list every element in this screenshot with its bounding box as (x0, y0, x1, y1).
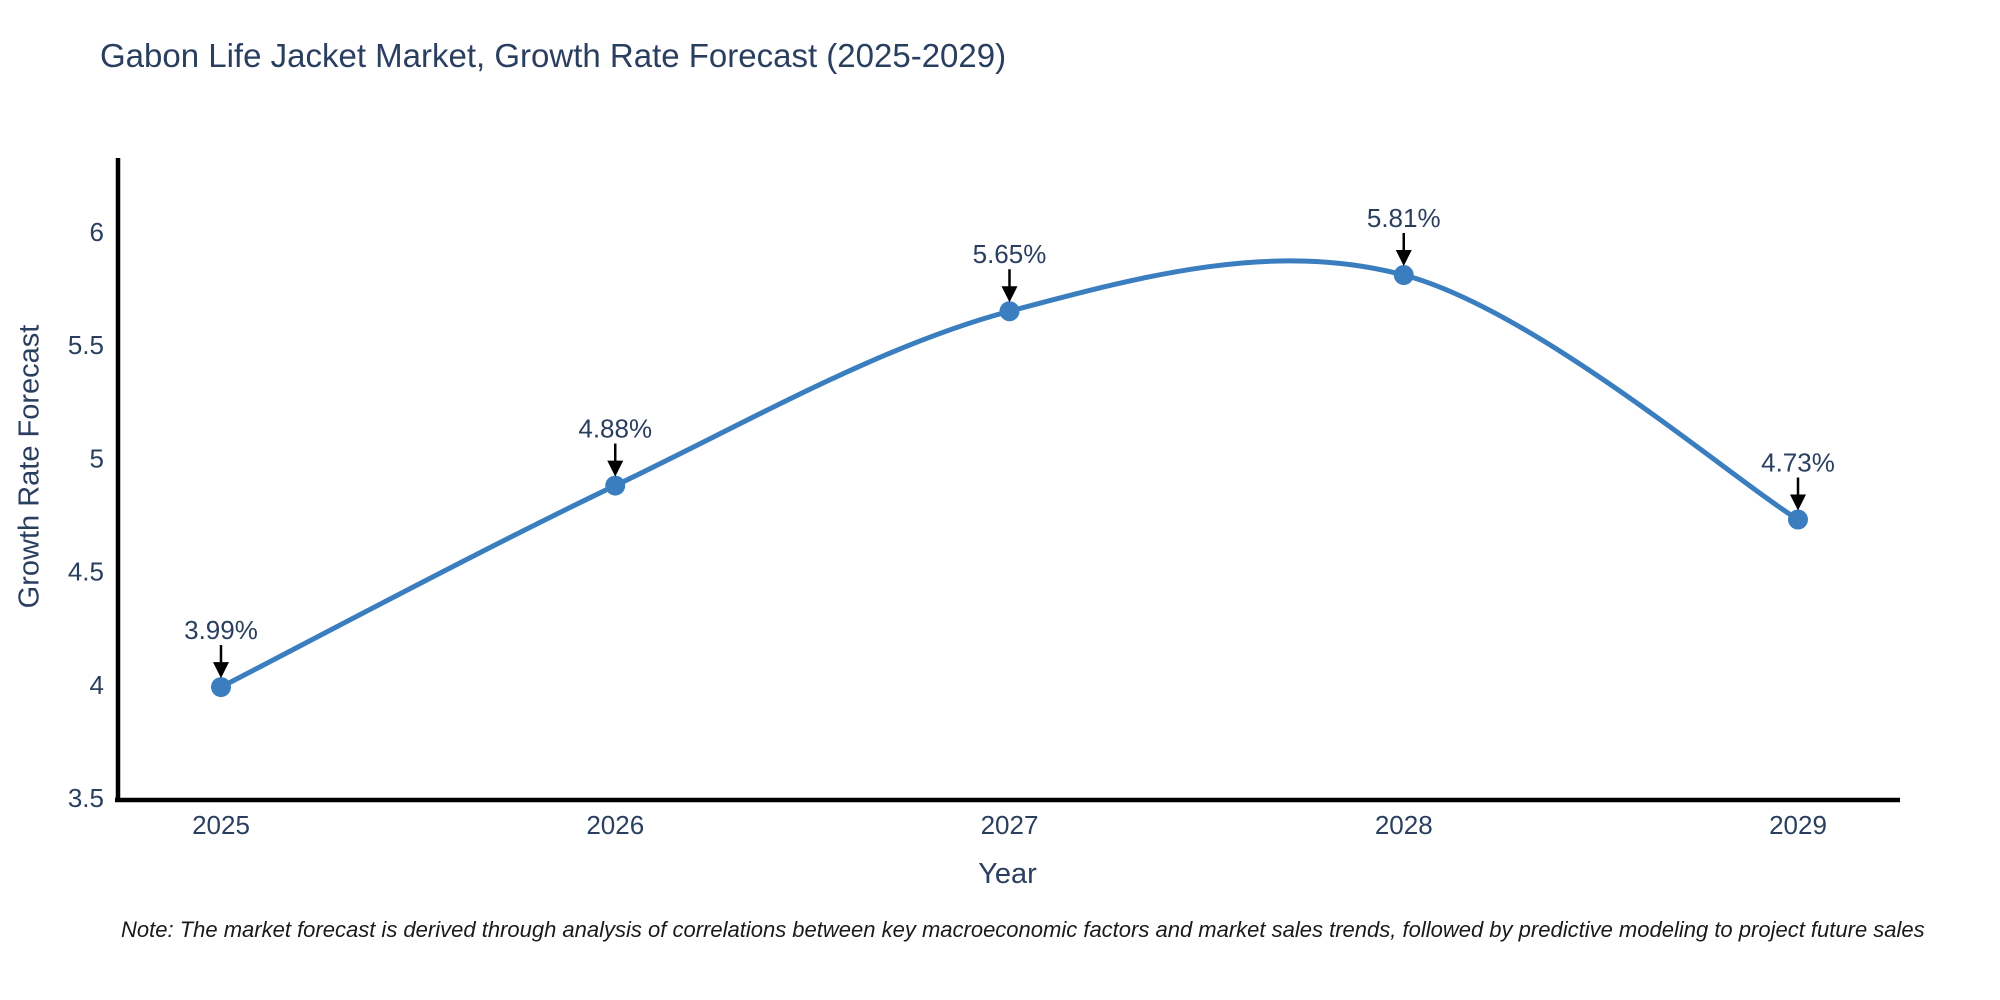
chart-title: Gabon Life Jacket Market, Growth Rate Fo… (100, 37, 1007, 74)
data-point-label: 5.65% (973, 239, 1047, 269)
data-point-label: 3.99% (184, 615, 258, 645)
annotation-arrowhead-icon (1001, 286, 1018, 303)
series-line (218, 258, 1801, 690)
y-tick-label: 5.5 (68, 330, 104, 360)
x-tick-label: 2027 (981, 810, 1039, 840)
data-point-marker (1788, 509, 1808, 530)
x-axis-title: Year (978, 858, 1037, 890)
footnote: Note: The market forecast is derived thr… (121, 917, 1925, 942)
y-tick-label: 5 (90, 443, 104, 473)
y-tick-label: 3.5 (68, 783, 104, 813)
x-tick-label: 2025 (192, 810, 250, 840)
data-point-marker (605, 475, 626, 496)
annotation-arrowhead-icon (1790, 494, 1806, 511)
data-point-marker (1393, 265, 1414, 286)
x-tick-label: 2029 (1769, 810, 1827, 840)
x-tick-label: 2028 (1375, 810, 1433, 840)
y-tick-label: 4.5 (68, 557, 104, 587)
data-point-label: 5.81% (1367, 203, 1441, 233)
annotation-arrowhead-icon (607, 460, 624, 477)
data-point-marker (211, 677, 231, 698)
data-point-marker (999, 301, 1020, 322)
annotation-arrowhead-icon (213, 662, 229, 679)
annotation-arrowhead-icon (1395, 250, 1412, 267)
data-point-label: 4.73% (1761, 448, 1835, 478)
x-tick-label: 2026 (586, 810, 644, 840)
y-tick-label: 6 (90, 217, 104, 247)
data-point-label: 4.88% (578, 414, 652, 444)
y-tick-label: 4 (90, 670, 104, 700)
